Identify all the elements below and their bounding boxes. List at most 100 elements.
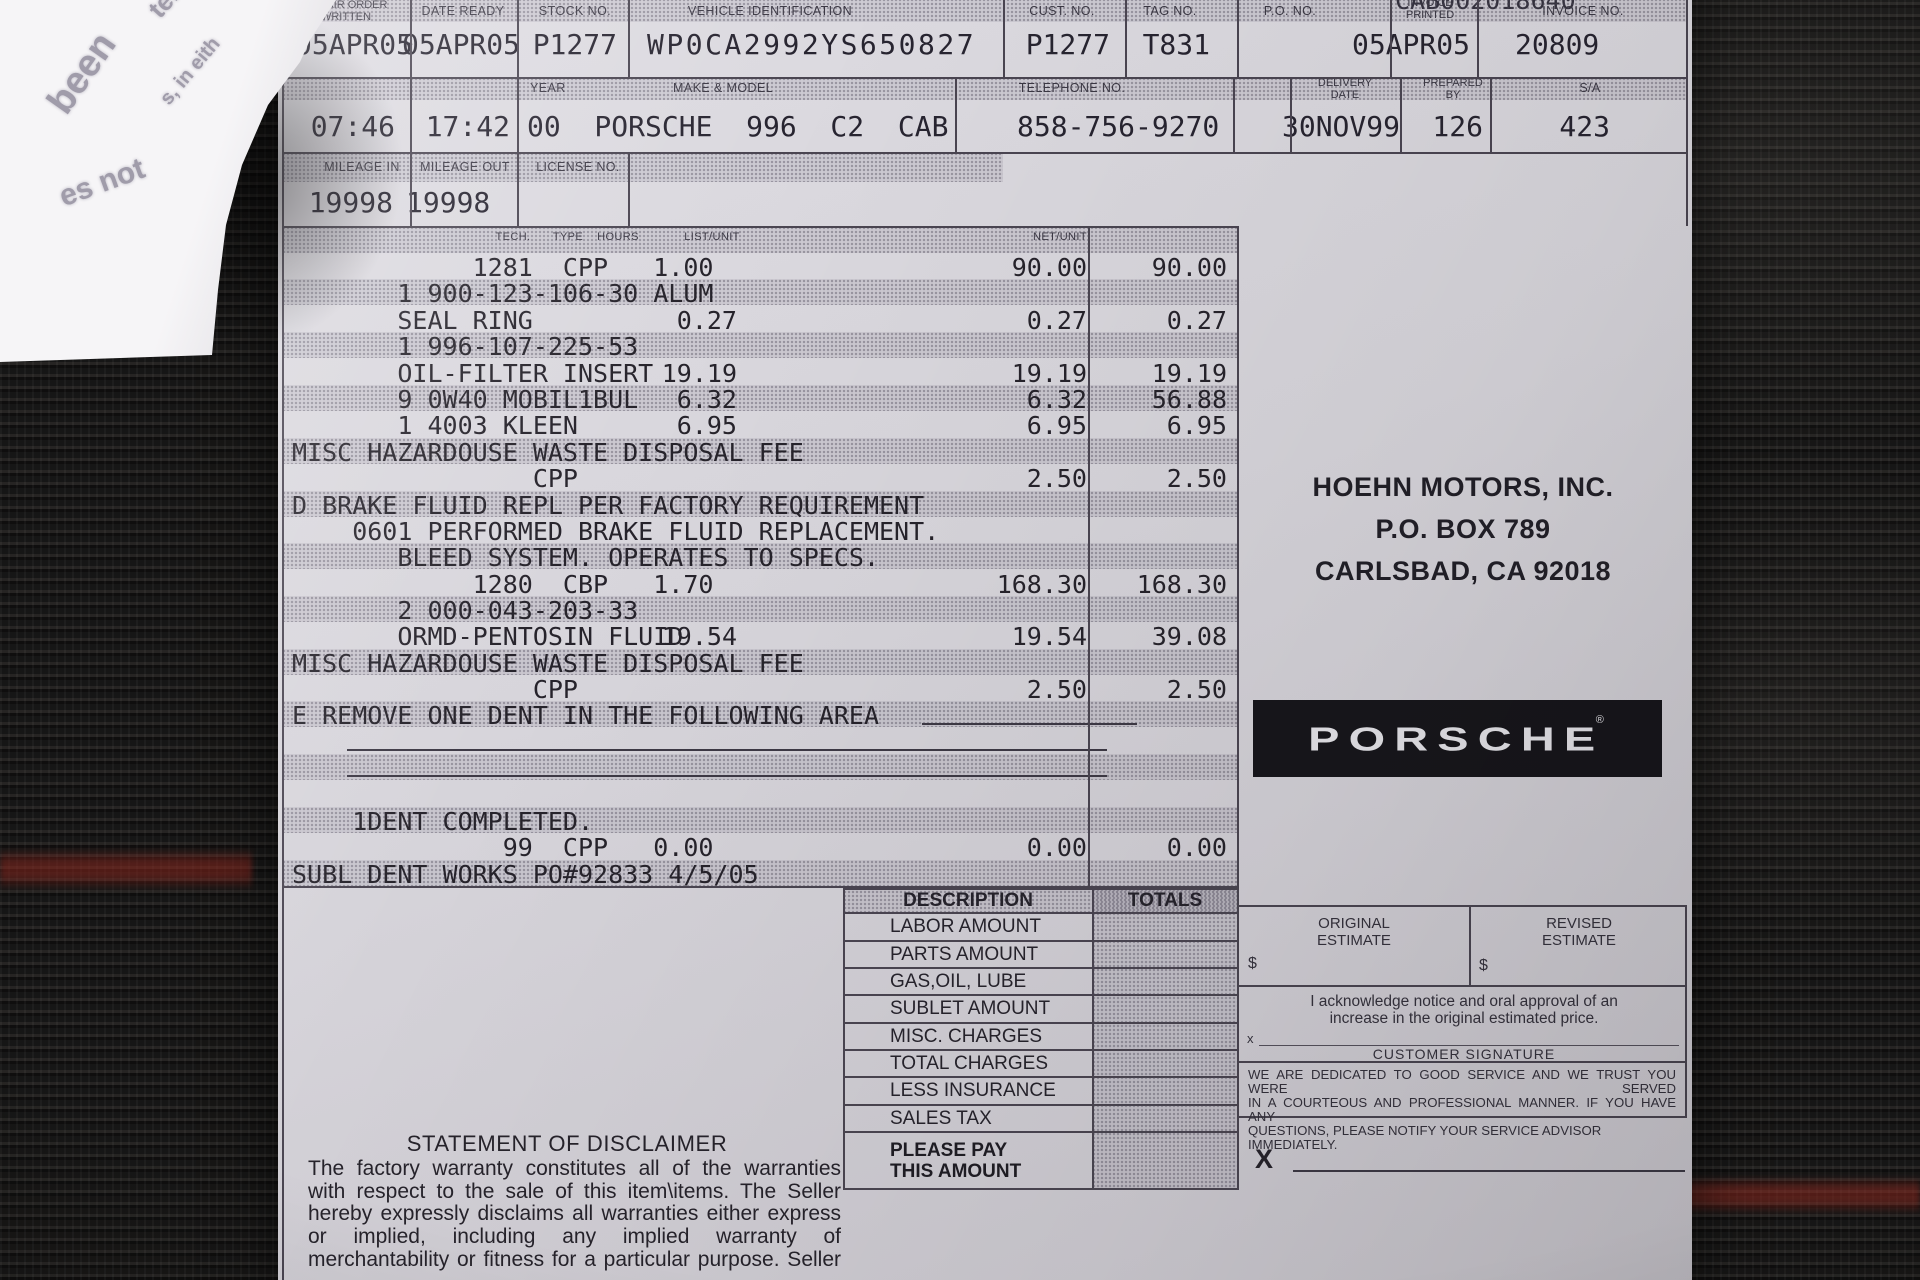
prepared-by-label: PREPARED BY [1423, 77, 1483, 101]
cust-no-label: CUST. NO. [1029, 4, 1095, 18]
line-item-text: 1 4003 KLEEN [292, 411, 578, 440]
line-item-row: 0601 PERFORMED BRAKE FLUID REPLACEMENT. [282, 517, 1237, 546]
label-line: increase in the original estimated price… [1329, 1010, 1599, 1027]
year-label: YEAR [530, 81, 566, 95]
line-item-row: MISC HAZARDOUSE WASTE DISPOSAL FEE [282, 649, 1237, 678]
line-item-total: 56.88 [1151, 385, 1227, 414]
totals-row-please-pay: PLEASE PAY THIS AMOUNT [843, 1131, 1237, 1188]
repair-order-written-label: REPAIR ORDER WRITTEN [305, 0, 388, 23]
dealer-name: HOEHN MOTORS, INC. [1312, 472, 1614, 502]
form-line [1390, 0, 1392, 77]
invoice-printed-value: 05APR05 [1351, 28, 1470, 61]
line-item-row [282, 781, 1237, 807]
form-line [843, 1188, 1239, 1190]
line-item-total: 168.30 [1136, 570, 1227, 599]
form-line [1003, 0, 1005, 77]
line-item-text: 1DENT COMPLETED. [292, 807, 594, 836]
license-no-label: LICENSE NO. [536, 160, 620, 174]
description-header: DESCRIPTION [903, 890, 1033, 911]
form-line [1290, 77, 1292, 152]
sa-label: S/A [1579, 81, 1601, 95]
totals-row-label: GAS,OIL, LUBE [890, 970, 1027, 992]
totals-row-label: LABOR AMOUNT [890, 916, 1041, 937]
line-item-text: OIL-FILTER INSERT [292, 359, 654, 388]
invoice-no-label: INVOICE NO. [1542, 4, 1624, 18]
line-item-list: 0.27 [676, 306, 737, 335]
sa-value: 423 [1559, 110, 1610, 143]
line-item-text: SEAL RING [397, 306, 533, 335]
line-item-total: 19.19 [1151, 359, 1227, 388]
line-item-net: 19.19 [1011, 359, 1087, 388]
line-item-net: 19.54 [1011, 622, 1087, 651]
acknowledgment-area: I acknowledge notice and oral approval o… [1239, 987, 1685, 1063]
form-line [282, 77, 1686, 79]
service-pledge-area: WE ARE DEDICATED TO GOOD SERVICE AND WE … [1239, 1063, 1685, 1152]
acknowledgment-text: I acknowledge notice and oral approval o… [1310, 993, 1618, 1027]
form-line [410, 77, 412, 152]
form-line [843, 886, 845, 1190]
label-line: ORIGINAL [1318, 915, 1390, 932]
line-item-total: 90.00 [1151, 253, 1227, 282]
porsche-logo-text: PORSCHE [1308, 719, 1605, 758]
items-header-strip [282, 226, 1237, 253]
telephone-value: 858-756-9270 [1017, 110, 1220, 143]
label-line: PLEASE PAY [890, 1140, 1008, 1161]
line-item-row: E REMOVE ONE DENT IN THE FOLLOWING AREA [282, 701, 1237, 730]
time-out-value: 17:42 [400, 110, 510, 143]
totals-header: TOTALS [1127, 890, 1203, 911]
type-column-header: TYPE [552, 231, 584, 243]
line-item-net: 6.95 [1026, 411, 1087, 440]
estimate-divider [1469, 907, 1471, 985]
carpet-red-stripe-right [1688, 1176, 1920, 1214]
line-item-text: 2 000-043-203-33 [292, 596, 639, 625]
line-item-row: SEAL RING 0.27 0.27 0.27 [282, 306, 1237, 335]
mileage-in-value: 19998 [283, 186, 393, 219]
totals-row-label: MISC. CHARGES [890, 1025, 1043, 1047]
fill-in-blank-line [347, 728, 1107, 751]
label-line: I acknowledge notice and oral approval o… [1310, 993, 1618, 1010]
totals-column-divider [1092, 888, 1094, 1190]
cust-no-value: P1277 [1025, 28, 1110, 61]
line-item-row: SUBL DENT WORKS PO#92833 4/5/05 [282, 860, 1237, 889]
form-line [282, 152, 1686, 154]
line-item-net: 90.00 [1011, 253, 1087, 282]
label-line: ESTIMATE [1317, 932, 1391, 949]
disclaimer-line: The factory warranty constitutes all of … [308, 1157, 841, 1180]
service-pledge-line: IN A COURTEOUS AND PROFESSIONAL MANNER. … [1248, 1095, 1676, 1124]
net-unit-column-header: NET/UNIT [1033, 231, 1087, 243]
label-line: BY [1445, 88, 1461, 101]
date-ready-value: 05APR05 [402, 28, 520, 61]
revised-estimate-currency: $ [1479, 957, 1488, 974]
make-model-label: MAKE & MODEL [673, 81, 773, 95]
line-item-net: 6.32 [1026, 385, 1087, 414]
form-line [517, 77, 519, 152]
line-item-row: MISC HAZARDOUSE WASTE DISPOSAL FEE [282, 438, 1237, 467]
label-line: THIS AMOUNT [890, 1161, 1022, 1182]
line-item-row: 9 0W40 MOBIL1BUL 6.32 6.32 56.88 [282, 385, 1237, 414]
totals-row-label: LESS INSURANCE [890, 1080, 1056, 1101]
line-item-text: 0601 PERFORMED BRAKE FLUID REPLACEMENT. [292, 517, 940, 546]
disclaimer-line: hereby expressly disclaims all warrantie… [308, 1202, 841, 1226]
original-estimate-currency: $ [1248, 955, 1257, 972]
line-item-text: E REMOVE ONE DENT IN THE FOLLOWING AREA [292, 701, 879, 730]
form-line [282, 886, 1237, 888]
totals-row-label: TOTAL CHARGES [890, 1052, 1049, 1074]
delivery-date-value: 30NOV99 [1281, 110, 1400, 143]
showthrough-text: ter [141, 0, 187, 24]
form-line [628, 152, 630, 226]
label-line: ESTIMATE [1542, 932, 1616, 949]
disclaimer-line: or implied, including any implied warran… [308, 1225, 841, 1249]
line-item-list: 19.54 [661, 622, 737, 651]
tech-column-header: TECH. [495, 231, 531, 243]
line-item-row: 1 900-123-106-30 ALUM [282, 279, 1237, 308]
telephone-label: TELEPHONE NO. [1018, 81, 1126, 95]
totals-row-label: SUBLET AMOUNT [890, 998, 1051, 1019]
label-line: REVISED [1546, 915, 1612, 932]
disclaimer-line: merchantability or fitness for a particu… [308, 1247, 841, 1271]
label-line: PREPARED [1423, 77, 1483, 89]
line-item-row: OIL-FILTER INSERT 19.19 19.19 19.19 [282, 359, 1237, 388]
line-item-row: 99 CPP 0.00 0.00 0.00 [282, 833, 1237, 862]
form-line [1125, 0, 1127, 77]
showthrough-text: s, in eith [155, 33, 225, 110]
